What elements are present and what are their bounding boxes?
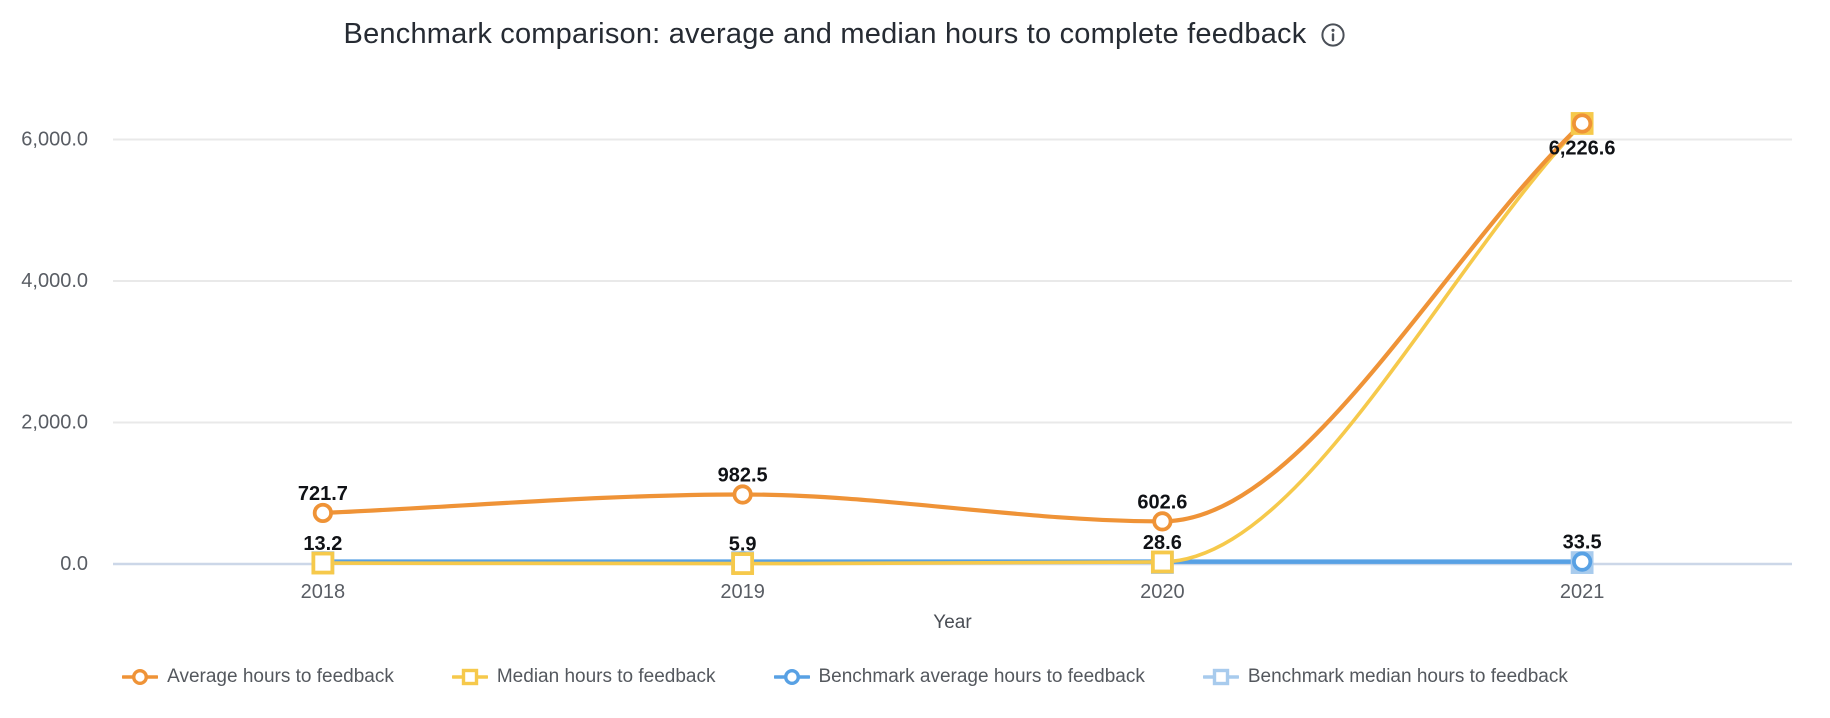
x-axis-title: Year — [933, 612, 972, 633]
chart-header: Benchmark comparison: average and median… — [0, 18, 1690, 51]
x-axis-tick-label: 2018 — [301, 581, 346, 603]
legend-item-label: Median hours to feedback — [496, 666, 716, 687]
data-point-marker[interactable] — [1572, 551, 1593, 572]
series-line — [321, 121, 1584, 566]
data-point-marker[interactable] — [1572, 113, 1593, 134]
legend-item-label: Average hours to feedback — [167, 666, 394, 687]
legend-item[interactable]: Benchmark average hours to feedback — [773, 666, 1145, 688]
legend-square-marker-icon — [1202, 668, 1239, 686]
legend-item-label: Benchmark average hours to feedback — [818, 666, 1145, 687]
legend-item[interactable]: Benchmark median hours to feedback — [1202, 666, 1568, 688]
legend-circle-marker-icon — [122, 668, 159, 686]
series-line — [320, 121, 1585, 524]
data-point-label: 28.6 — [1143, 532, 1182, 554]
data-point-label: 13.2 — [303, 533, 342, 555]
data-point-label: 6,226.6 — [1549, 137, 1616, 159]
data-point-label: 721.7 — [298, 483, 348, 505]
y-axis-tick-label: 6,000.0 — [21, 129, 88, 151]
info-icon[interactable] — [1320, 22, 1346, 48]
data-point-marker[interactable] — [311, 551, 335, 575]
legend-item[interactable]: Median hours to feedback — [451, 666, 716, 688]
data-point-label: 982.5 — [718, 464, 768, 486]
x-axis-tick-label: 2019 — [720, 581, 765, 603]
data-point-marker[interactable] — [312, 502, 333, 524]
legend-square-marker-icon — [451, 668, 488, 686]
data-point-label: 602.6 — [1137, 491, 1187, 513]
x-axis-tick-label: 2021 — [1560, 581, 1605, 603]
legend-item[interactable]: Average hours to feedback — [122, 666, 394, 688]
legend-item-label: Benchmark median hours to feedback — [1247, 666, 1568, 687]
data-point-label: 33.5 — [1563, 532, 1602, 554]
plot-area: 6,000.0 4,000.0 2,000.0 0.0 2018 2019 2020 2021… — [21, 112, 1792, 633]
y-axis-tick-label: 2,000.0 — [21, 412, 88, 434]
data-point-marker[interactable] — [731, 552, 755, 575]
data-point-label: 5.9 — [729, 534, 757, 556]
data-point-marker[interactable] — [1150, 550, 1174, 574]
data-point-marker[interactable] — [732, 484, 753, 505]
chart-title: Benchmark comparison: average and median… — [343, 18, 1307, 50]
data-point-marker[interactable] — [1152, 511, 1173, 532]
legend-circle-marker-icon — [773, 668, 810, 686]
x-axis-tick-label: 2020 — [1140, 581, 1185, 603]
legend: Average hours to feedback Median hours to… — [0, 666, 1690, 688]
y-axis-tick-label: 4,000.0 — [21, 270, 88, 292]
y-axis-tick-label: 0.0 — [60, 553, 88, 575]
